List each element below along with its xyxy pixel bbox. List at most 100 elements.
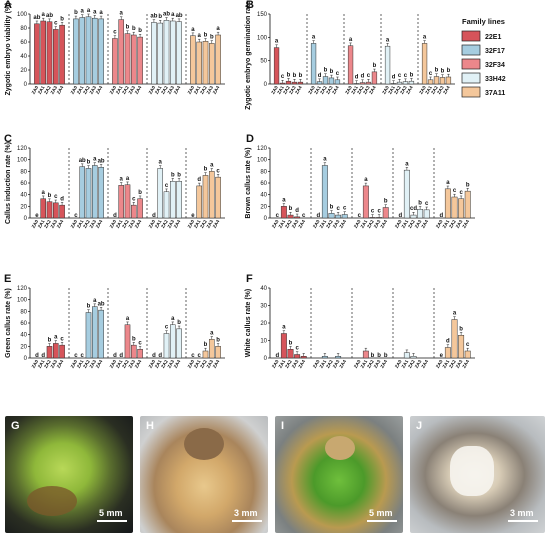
panel-letter: D	[246, 133, 254, 145]
x-tick-label: ZA0	[394, 219, 403, 229]
bar	[85, 16, 92, 85]
x-tick-label: ZA4	[331, 85, 340, 95]
x-tick-label: ZA4	[405, 85, 414, 95]
significance-label: c	[371, 209, 375, 215]
x-tick-label: ZA0	[394, 359, 403, 369]
significance-label: b	[299, 73, 303, 79]
x-tick-label: ZA3	[205, 219, 214, 229]
bar	[464, 350, 471, 359]
bar	[112, 38, 118, 85]
bar	[396, 81, 403, 85]
significance-label: c	[113, 30, 117, 36]
significance-label: b	[204, 167, 208, 173]
y-tick-label: 20	[20, 204, 27, 210]
y-tick-label: 0	[24, 82, 28, 88]
x-tick-label: ZA0	[187, 85, 196, 95]
significance-label: b	[377, 353, 381, 359]
x-tick-label: ZA1	[76, 359, 85, 369]
bar	[294, 216, 301, 219]
x-tick-label: ZA2	[43, 85, 52, 95]
x-tick-label: ZA1	[442, 359, 451, 369]
bar	[287, 349, 294, 359]
x-tick-label: ZA2	[199, 219, 208, 229]
significance-label: d	[295, 208, 299, 214]
significance-label: d	[41, 353, 45, 359]
bar	[137, 36, 143, 85]
significance-label: ab	[150, 14, 157, 20]
bar	[46, 201, 53, 219]
significance-label: d	[158, 353, 162, 359]
x-tick-label: ZA1	[115, 219, 124, 229]
bar	[202, 41, 209, 85]
bar	[316, 81, 323, 85]
bar	[322, 76, 329, 85]
x-tick-label: ZA3	[332, 219, 341, 229]
x-tick-label: ZA2	[407, 219, 416, 229]
significance-label: b	[330, 69, 334, 75]
x-tick-label: ZA2	[121, 359, 130, 369]
significance-label: b	[138, 190, 142, 196]
legend-entry: 32F17	[461, 44, 505, 56]
bar	[52, 343, 59, 359]
x-tick-label: ZA0	[70, 85, 79, 95]
significance-label: b	[210, 35, 214, 41]
x-tick-label: ZA0	[109, 359, 118, 369]
x-tick-label: ZA3	[291, 219, 300, 229]
bar	[444, 347, 451, 359]
y-axis-label: White callus rate (%)	[245, 289, 252, 357]
bar	[285, 80, 292, 85]
significance-label: d	[152, 353, 156, 359]
x-tick-label: ZA3	[166, 85, 175, 95]
bar	[124, 33, 131, 85]
x-tick-label: ZA2	[199, 85, 208, 95]
legend-label: 37A11	[485, 90, 505, 97]
significance-label: b	[171, 172, 175, 178]
bar	[427, 79, 434, 85]
significance-label: a	[159, 160, 163, 166]
bar	[208, 43, 215, 85]
y-tick-label: 120	[17, 146, 28, 152]
bar	[408, 80, 415, 85]
photo-letter: I	[281, 420, 285, 432]
bar	[464, 190, 471, 219]
bar	[321, 165, 328, 219]
significance-label: c	[336, 206, 340, 212]
bar	[130, 204, 137, 219]
bar	[423, 209, 430, 219]
significance-label: d	[318, 73, 322, 79]
bar	[403, 169, 410, 219]
significance-label: b	[324, 68, 328, 74]
x-tick-label: ZA2	[160, 219, 169, 229]
bar	[163, 20, 170, 85]
y-tick-label: 100	[17, 158, 28, 164]
significance-label: a	[282, 325, 286, 331]
bar	[59, 204, 65, 219]
significance-label: a	[171, 12, 175, 18]
seed-shape	[325, 436, 355, 460]
bar	[118, 19, 125, 85]
x-tick-label: ZA1	[193, 85, 202, 95]
significance-label: b	[48, 193, 52, 199]
x-tick-label: ZA4	[173, 359, 182, 369]
significance-label: a	[93, 298, 97, 304]
x-tick-label: ZA3	[88, 219, 97, 229]
significance-label: c	[138, 340, 142, 346]
bar	[85, 312, 92, 359]
bar	[190, 35, 196, 85]
significance-label: b	[216, 337, 220, 343]
significance-label: c	[54, 21, 58, 27]
y-tick-label: 0	[24, 216, 28, 222]
bar	[202, 350, 209, 359]
y-tick-label: 60	[20, 181, 27, 187]
x-tick-label: ZA1	[154, 85, 163, 95]
significance-label: b	[459, 326, 463, 332]
significance-label: c	[367, 73, 371, 79]
panel-letter: F	[246, 273, 253, 285]
x-tick-label: ZA2	[325, 219, 334, 229]
bar	[280, 206, 287, 219]
y-axis-label: Brown callus rate (%)	[245, 147, 252, 218]
bar	[347, 45, 354, 85]
bar	[294, 354, 301, 359]
